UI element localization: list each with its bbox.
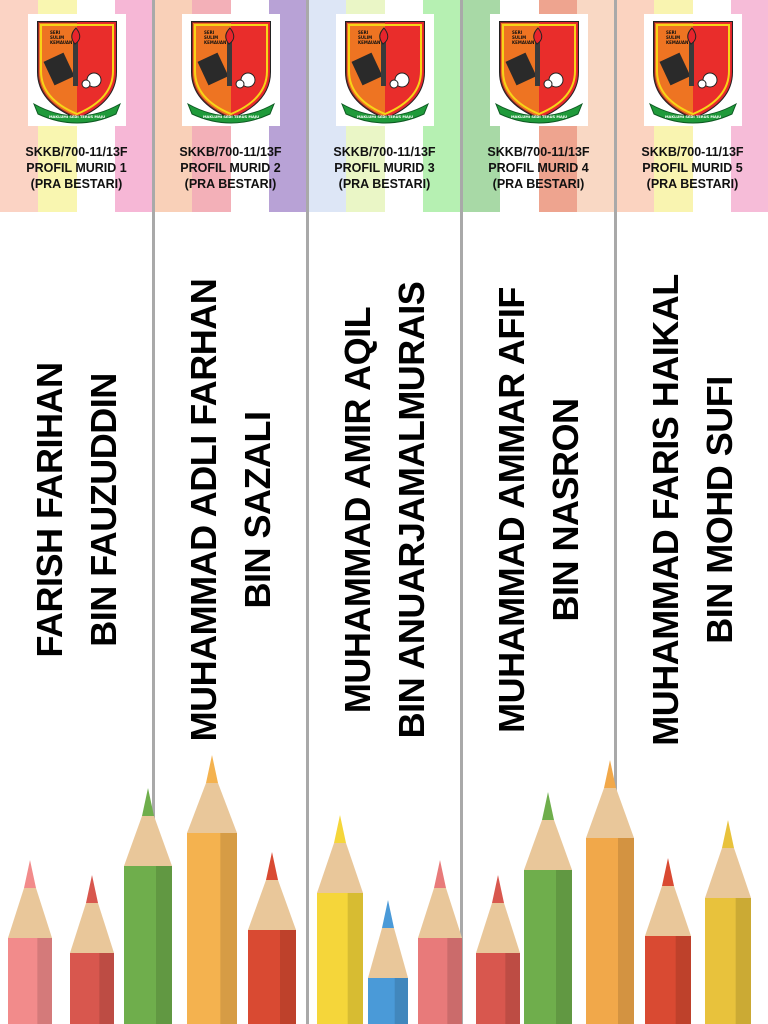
school-crest-logo: SERI SULIM KEMAUAN MAKLUMI SEDI TERUS MA… bbox=[644, 14, 742, 126]
svg-text:MAKLUMI SEDI TERUS MAJU: MAKLUMI SEDI TERUS MAJU bbox=[357, 115, 413, 119]
svg-text:KEMAUAN: KEMAUAN bbox=[512, 40, 534, 45]
spine-header: SKKB/700-11/13F PROFIL MURID 5 (PRA BESTAR… bbox=[616, 144, 768, 192]
spine-header: SKKB/700-11/13F PROFIL MURID 3 (PRA BESTAR… bbox=[308, 144, 461, 192]
spine-label-1: SERI SULIM KEMAUAN MAKLUMI SEDI TERUS MA… bbox=[0, 0, 153, 1024]
colored-pencil bbox=[124, 788, 172, 1024]
profile-label: PROFIL MURID 4 bbox=[488, 161, 589, 175]
file-code: SKKB/700-11/13F bbox=[25, 145, 128, 159]
class-group: (PRA BESTARI) bbox=[646, 177, 739, 191]
class-group: (PRA BESTARI) bbox=[184, 177, 277, 191]
svg-text:KEMAUAN: KEMAUAN bbox=[204, 40, 226, 45]
student-name-area: MUHAMMAD AMIR AQIL BIN ANUARJAMALMURAIS bbox=[308, 230, 461, 790]
svg-text:SERI: SERI bbox=[50, 30, 61, 35]
spine-divider bbox=[460, 0, 463, 1024]
student-name: MUHAMMAD AMMAR AFIF BIN NASRON bbox=[485, 230, 593, 790]
svg-text:MAKLUMI SEDI TERUS MAJU: MAKLUMI SEDI TERUS MAJU bbox=[49, 115, 105, 119]
profile-label: PROFIL MURID 3 bbox=[334, 161, 435, 175]
student-name-line-1: FARISH FARIHAN bbox=[28, 362, 70, 658]
student-name-area: FARISH FARIHAN BIN FAUZUDDIN bbox=[0, 230, 153, 790]
svg-text:SULIM: SULIM bbox=[204, 35, 218, 40]
svg-text:MAKLUMI SEDI TERUS MAJU: MAKLUMI SEDI TERUS MAJU bbox=[665, 115, 721, 119]
school-crest-logo: SERI SULIM KEMAUAN MAKLUMI SEDI TERUS MA… bbox=[490, 14, 588, 126]
file-code: SKKB/700-11/13F bbox=[333, 145, 436, 159]
student-name-line-1: MUHAMMAD FARIS HAIKAL bbox=[644, 274, 686, 746]
file-code: SKKB/700-11/13F bbox=[179, 145, 282, 159]
school-crest-logo: SERI SULIM KEMAUAN MAKLUMI SEDI TERUS MA… bbox=[182, 14, 280, 126]
colored-pencil bbox=[418, 860, 462, 1024]
student-name-line-1: MUHAMMAD AMIR AQIL bbox=[336, 306, 378, 714]
school-crest-logo: SERI SULIM KEMAUAN MAKLUMI SEDI TERUS MA… bbox=[28, 14, 126, 126]
file-code: SKKB/700-11/13F bbox=[487, 145, 590, 159]
student-name-line-2: BIN SAZALI bbox=[236, 411, 278, 609]
profile-label: PROFIL MURID 2 bbox=[180, 161, 281, 175]
student-name: FARISH FARIHAN BIN FAUZUDDIN bbox=[23, 230, 131, 790]
student-name-line-2: BIN FAUZUDDIN bbox=[82, 373, 124, 647]
svg-text:SULIM: SULIM bbox=[358, 35, 372, 40]
svg-text:SERI: SERI bbox=[358, 30, 369, 35]
svg-text:SULIM: SULIM bbox=[512, 35, 526, 40]
student-name-line-2: BIN MOHD SUFI bbox=[698, 376, 740, 644]
spine-header: SKKB/700-11/13F PROFIL MURID 4 (PRA BESTAR… bbox=[462, 144, 615, 192]
class-group: (PRA BESTARI) bbox=[492, 177, 585, 191]
colored-pencils-decoration bbox=[8, 755, 751, 1024]
student-name-area: MUHAMMAD AMMAR AFIF BIN NASRON bbox=[462, 230, 615, 790]
svg-text:MAKLUMI SEDI TERUS MAJU: MAKLUMI SEDI TERUS MAJU bbox=[203, 115, 259, 119]
file-code: SKKB/700-11/13F bbox=[641, 145, 744, 159]
profile-label: PROFIL MURID 1 bbox=[26, 161, 127, 175]
svg-text:SULIM: SULIM bbox=[666, 35, 680, 40]
class-group: (PRA BESTARI) bbox=[30, 177, 123, 191]
svg-text:SERI: SERI bbox=[204, 30, 215, 35]
colored-pencil bbox=[70, 875, 114, 1024]
student-name: MUHAMMAD ADLI FARHAN BIN SAZALI bbox=[177, 230, 285, 790]
student-name: MUHAMMAD AMIR AQIL BIN ANUARJAMALMURAIS bbox=[331, 230, 439, 790]
colored-pencil bbox=[187, 755, 237, 1024]
spine-header: SKKB/700-11/13F PROFIL MURID 1 (PRA BESTAR… bbox=[0, 144, 153, 192]
spine-label-5: SERI SULIM KEMAUAN MAKLUMI SEDI TERUS MA… bbox=[616, 0, 768, 1024]
spine-divider bbox=[152, 0, 155, 1024]
school-crest-logo: SERI SULIM KEMAUAN MAKLUMI SEDI TERUS MA… bbox=[336, 14, 434, 126]
colored-pencil bbox=[524, 792, 572, 1024]
spine-divider bbox=[306, 0, 309, 1024]
student-name-area: MUHAMMAD ADLI FARHAN BIN SAZALI bbox=[154, 230, 307, 790]
colored-pencil bbox=[645, 858, 691, 1024]
spine-divider bbox=[614, 0, 617, 1024]
profile-label: PROFIL MURID 5 bbox=[642, 161, 743, 175]
student-name: MUHAMMAD FARIS HAIKAL BIN MOHD SUFI bbox=[639, 230, 747, 790]
colored-pencil bbox=[705, 820, 751, 1024]
colored-pencil bbox=[317, 815, 363, 1024]
svg-text:SULIM: SULIM bbox=[50, 35, 64, 40]
svg-text:SERI: SERI bbox=[666, 30, 677, 35]
colored-pencil bbox=[476, 875, 520, 1024]
svg-text:KEMAUAN: KEMAUAN bbox=[666, 40, 688, 45]
svg-text:SERI: SERI bbox=[512, 30, 523, 35]
colored-pencil bbox=[586, 760, 634, 1024]
svg-text:KEMAUAN: KEMAUAN bbox=[358, 40, 380, 45]
svg-text:MAKLUMI SEDI TERUS MAJU: MAKLUMI SEDI TERUS MAJU bbox=[511, 115, 567, 119]
student-name-line-1: MUHAMMAD ADLI FARHAN bbox=[182, 278, 224, 742]
colored-pencil bbox=[368, 900, 408, 1024]
svg-text:KEMAUAN: KEMAUAN bbox=[50, 40, 72, 45]
student-name-area: MUHAMMAD FARIS HAIKAL BIN MOHD SUFI bbox=[616, 230, 768, 790]
student-name-line-1: MUHAMMAD AMMAR AFIF bbox=[490, 287, 532, 733]
colored-pencil bbox=[8, 860, 52, 1024]
spine-header: SKKB/700-11/13F PROFIL MURID 2 (PRA BESTAR… bbox=[154, 144, 307, 192]
student-name-line-2: BIN NASRON bbox=[544, 398, 586, 622]
colored-pencil bbox=[248, 852, 296, 1024]
student-name-line-2: BIN ANUARJAMALMURAIS bbox=[390, 281, 432, 739]
class-group: (PRA BESTARI) bbox=[338, 177, 431, 191]
